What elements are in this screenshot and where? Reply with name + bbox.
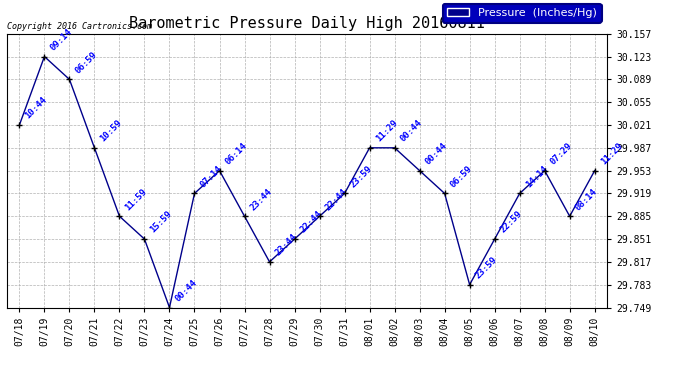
Text: 06:14: 06:14 [224,141,249,166]
Text: 10:59: 10:59 [99,118,124,144]
Text: 23:44: 23:44 [248,187,274,212]
Text: 00:44: 00:44 [424,141,449,166]
Text: 00:44: 00:44 [174,278,199,303]
Text: 00:44: 00:44 [399,118,424,144]
Legend: Pressure  (Inches/Hg): Pressure (Inches/Hg) [443,4,602,22]
Text: 07:14: 07:14 [199,164,224,189]
Text: Copyright 2016 Cartronics.com: Copyright 2016 Cartronics.com [7,22,152,31]
Text: 23:44: 23:44 [274,232,299,258]
Text: 11:29: 11:29 [599,141,624,166]
Text: 14:14: 14:14 [524,164,549,189]
Title: Barometric Pressure Daily High 20160811: Barometric Pressure Daily High 20160811 [129,16,485,31]
Text: 22:44: 22:44 [324,187,349,212]
Text: 06:59: 06:59 [448,164,474,189]
Text: 23:59: 23:59 [474,255,499,280]
Text: 10:44: 10:44 [23,96,49,121]
Text: 06:59: 06:59 [74,50,99,75]
Text: 11:29: 11:29 [374,118,399,144]
Text: 08:14: 08:14 [574,187,599,212]
Text: 09:14: 09:14 [48,27,74,52]
Text: 22:59: 22:59 [499,210,524,235]
Text: 07:29: 07:29 [549,141,574,166]
Text: 23:59: 23:59 [348,164,374,189]
Text: 22:44: 22:44 [299,210,324,235]
Text: 15:59: 15:59 [148,210,174,235]
Text: 11:59: 11:59 [124,187,149,212]
